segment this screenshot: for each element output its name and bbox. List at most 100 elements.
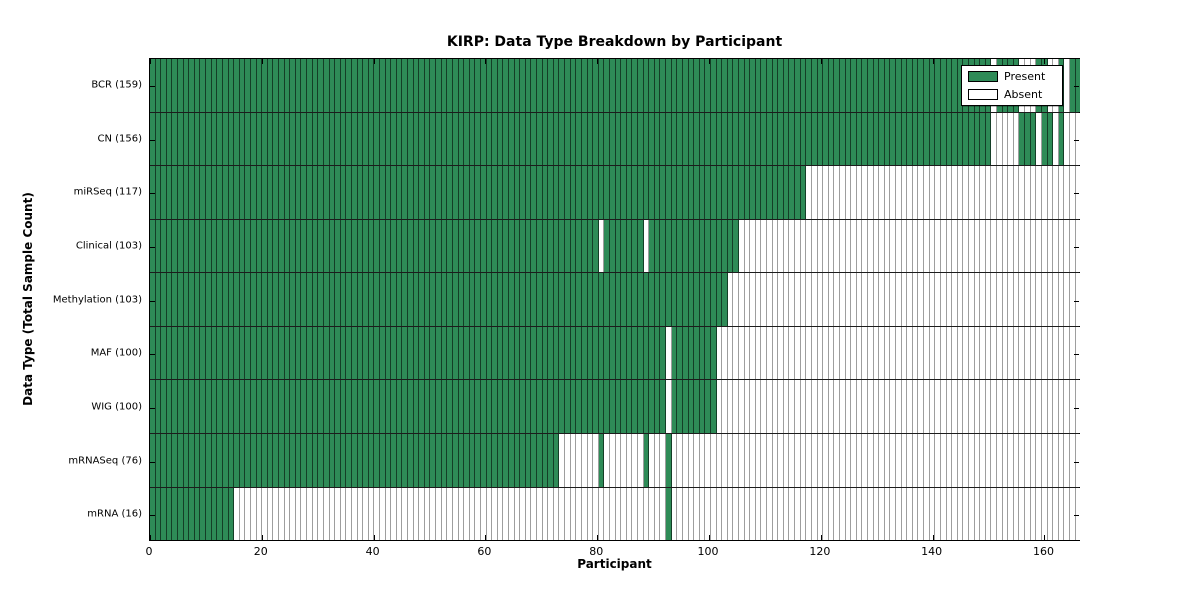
cell-Clinical-67: [525, 219, 532, 273]
x-tick-label-0: 0: [145, 545, 153, 558]
cell-mRNA-15: [234, 487, 240, 541]
cell-WIG-1: [155, 380, 162, 433]
cell-MAF-114: [789, 326, 796, 380]
cell-Clinical-50: [430, 219, 437, 273]
cell-BCR-51: [436, 59, 442, 112]
cell-Methylation-54: [452, 273, 459, 326]
cell-Methylation-89: [649, 273, 655, 326]
cell-mRNA-63: [503, 487, 509, 541]
cell-CN-87: [638, 112, 644, 166]
cell-Methylation-18: [250, 273, 257, 326]
cell-CN-36: [351, 112, 358, 166]
cell-CN-90: [654, 112, 661, 166]
cell-WIG-148: [980, 380, 986, 433]
cell-MAF-128: [868, 326, 874, 380]
cell-MAF-84: [621, 326, 627, 380]
cell-Clinical-31: [323, 219, 330, 273]
cell-mRNASeq-144: [957, 433, 964, 487]
y-tick-right-CN: [1074, 139, 1079, 141]
cell-BCR-8: [194, 59, 201, 112]
cell-CN-27: [301, 112, 308, 166]
cell-MAF-154: [1013, 326, 1020, 380]
cell-Clinical-118: [811, 219, 818, 273]
cell-mRNASeq-22: [273, 433, 280, 487]
cell-MAF-77: [581, 326, 588, 380]
cell-CN-118: [811, 112, 818, 166]
cell-Clinical-21: [267, 219, 274, 273]
cell-WIG-66: [520, 380, 526, 433]
cell-mRNA-75: [570, 487, 577, 541]
cell-WIG-38: [363, 380, 369, 433]
cell-miRSeq-161: [1053, 166, 1059, 219]
cell-MAF-124: [845, 326, 852, 380]
cell-CN-104: [733, 112, 739, 166]
cell-Clinical-165: [1075, 219, 1081, 273]
cell-BCR-132: [890, 59, 897, 112]
cell-Clinical-123: [839, 219, 846, 273]
cell-miRSeq-74: [565, 166, 571, 219]
y-tick-left-CN: [150, 139, 155, 141]
y-tick-left-MAF: [150, 354, 155, 356]
cell-mRNASeq-5: [178, 433, 184, 487]
cell-CN-51: [436, 112, 442, 166]
x-tick-top-20: [261, 59, 263, 64]
cell-BCR-129: [873, 59, 880, 112]
cell-mRNASeq-39: [368, 433, 375, 487]
cell-mRNA-132: [890, 487, 897, 541]
cell-Methylation-77: [581, 273, 588, 326]
cell-Methylation-62: [497, 273, 504, 326]
cell-BCR-143: [952, 59, 958, 112]
cell-Methylation-67: [525, 273, 532, 326]
cell-mRNASeq-161: [1053, 433, 1059, 487]
cell-CN-113: [783, 112, 790, 166]
cell-Methylation-113: [783, 273, 790, 326]
cell-mRNA-116: [800, 487, 807, 541]
cell-mRNASeq-131: [884, 433, 891, 487]
cell-Methylation-88: [643, 273, 650, 326]
cell-CN-15: [234, 112, 240, 166]
cell-Methylation-135: [907, 273, 913, 326]
cell-mRNASeq-162: [1058, 433, 1065, 487]
cell-BCR-108: [755, 59, 762, 112]
cell-WIG-71: [548, 380, 554, 433]
cell-CN-61: [492, 112, 498, 166]
cell-BCR-118: [811, 59, 818, 112]
cell-miRSeq-116: [800, 166, 807, 219]
cell-WIG-79: [593, 380, 599, 433]
cell-Methylation-64: [509, 273, 515, 326]
cell-MAF-122: [834, 326, 840, 380]
cell-miRSeq-109: [761, 166, 768, 219]
cell-mRNASeq-107: [750, 433, 756, 487]
cell-Clinical-86: [632, 219, 639, 273]
cell-BCR-125: [851, 59, 857, 112]
heatmap-row-Methylation: [150, 273, 1081, 327]
cell-mRNA-83: [615, 487, 622, 541]
cell-BCR-48: [419, 59, 425, 112]
cell-CN-10: [206, 112, 212, 166]
cell-Clinical-75: [570, 219, 577, 273]
cell-WIG-152: [1002, 380, 1009, 433]
cell-mRNA-3: [166, 487, 173, 541]
cell-Clinical-73: [559, 219, 566, 273]
cell-WIG-36: [351, 380, 358, 433]
cell-WIG-165: [1075, 380, 1081, 433]
cell-CN-48: [419, 112, 425, 166]
cell-Clinical-148: [980, 219, 986, 273]
cell-CN-65: [514, 112, 521, 166]
cell-mRNA-48: [419, 487, 425, 541]
cell-MAF-99: [705, 326, 711, 380]
cell-miRSeq-99: [705, 166, 711, 219]
cell-MAF-42: [385, 326, 392, 380]
cell-CN-102: [722, 112, 728, 166]
cell-WIG-53: [447, 380, 453, 433]
cell-MAF-8: [194, 326, 201, 380]
cell-BCR-44: [396, 59, 403, 112]
cell-miRSeq-36: [351, 166, 358, 219]
cell-BCR-122: [834, 59, 840, 112]
cell-Clinical-90: [654, 219, 661, 273]
cell-mRNASeq-159: [1041, 433, 1048, 487]
cell-Methylation-137: [918, 273, 925, 326]
cell-Methylation-115: [795, 273, 801, 326]
x-tick-label-20: 20: [253, 545, 268, 558]
cell-miRSeq-84: [621, 166, 627, 219]
